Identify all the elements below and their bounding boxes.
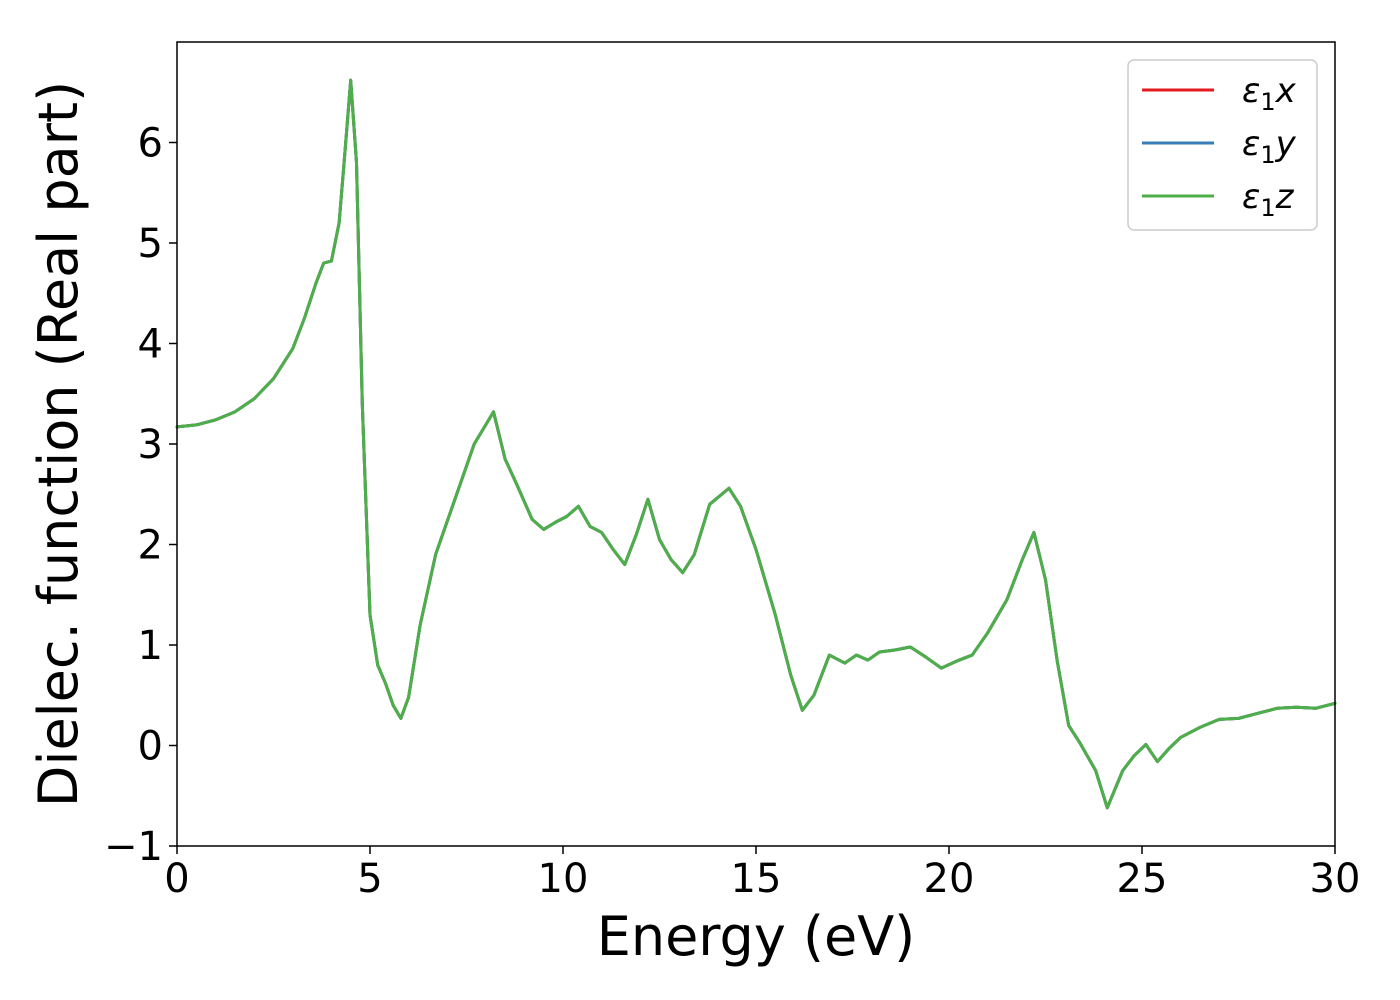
series-line-z (175, 78, 1337, 810)
y-axis-label: Dielec. function (Real part) (27, 81, 90, 807)
x-tick-label: 15 (731, 856, 782, 902)
series-lines (175, 78, 1337, 810)
y-tick-label: 5 (138, 221, 163, 267)
y-tick-label: 1 (138, 623, 163, 669)
x-tick-label: 5 (357, 856, 382, 902)
legend-box (1127, 59, 1318, 231)
y-axis-ticks: −1 0 1 2 3 4 5 6 (104, 121, 177, 870)
legend: ε1x ε1y ε1z (1127, 59, 1318, 231)
legend-label-x: ε1x (1242, 71, 1297, 116)
y-tick-label: 6 (138, 121, 163, 167)
x-axis-ticks: 0 5 10 15 20 25 30 (164, 846, 1360, 902)
y-tick-label: 3 (138, 422, 163, 468)
x-tick-label: 10 (538, 856, 589, 902)
y-tick-label: 0 (138, 724, 163, 770)
y-tick-label: 2 (138, 523, 163, 569)
x-tick-label: 20 (924, 856, 975, 902)
x-tick-label: 0 (164, 856, 189, 902)
x-axis-label: Energy (eV) (597, 905, 916, 968)
y-tick-label: −1 (104, 824, 163, 870)
legend-label-z: ε1z (1242, 177, 1295, 222)
legend-label-y: ε1y (1242, 124, 1297, 169)
y-tick-label: 4 (138, 322, 163, 368)
x-tick-label: 30 (1310, 856, 1361, 902)
x-tick-label: 25 (1117, 856, 1168, 902)
